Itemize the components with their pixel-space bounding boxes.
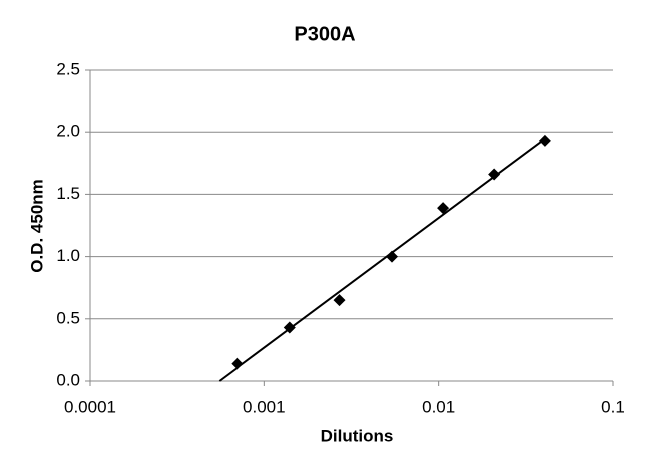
data-point [488,168,501,181]
data-point [283,321,296,334]
x-tick-label: 0.01 [422,397,455,416]
y-axis-label: O.D. 450nm [27,179,46,273]
data-point [333,294,346,307]
y-tick-label: 2.0 [56,122,80,141]
data-point [231,357,244,370]
x-axis-label: Dilutions [321,426,394,445]
data-point [386,250,399,263]
x-tick-label: 0.0001 [64,397,116,416]
y-tick-label: 1.0 [56,246,80,265]
data-point [538,134,551,147]
chart-title: P300A [294,23,355,45]
x-tick-label: 0.001 [243,397,286,416]
data-point [437,202,450,215]
y-tick-label: 1.5 [56,184,80,203]
x-tick-label: 0.1 [601,397,625,416]
trendline [218,138,546,382]
y-tick-label: 2.5 [56,59,80,78]
y-tick-label: 0.5 [56,308,80,327]
y-tick-label: 0.0 [56,370,80,389]
